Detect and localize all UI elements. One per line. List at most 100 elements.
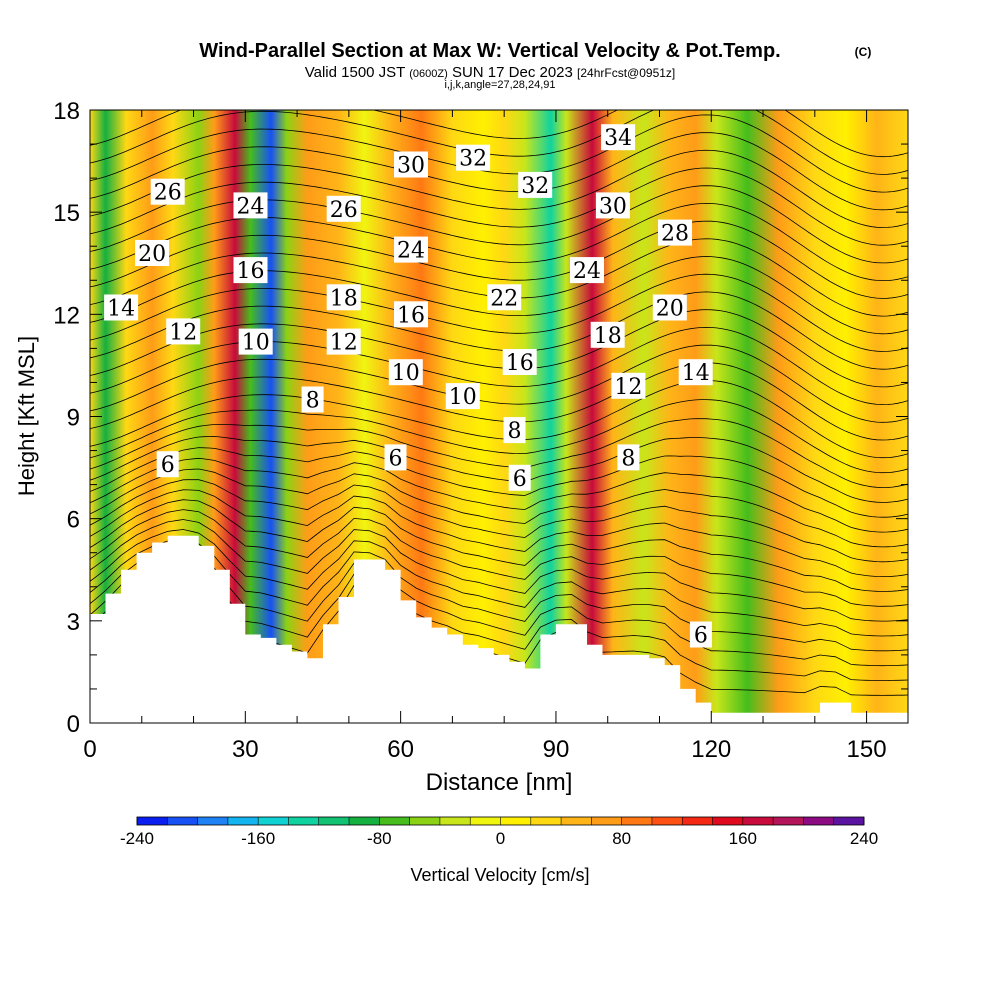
y-axis: 0 3 6 9 12 15 18 (53, 98, 908, 738)
chart-title: Wind-Parallel Section at Max W: Vertical… (199, 40, 780, 62)
contour-label-box (156, 451, 179, 478)
isentrope-line (90, 291, 908, 370)
contour-label-box (388, 359, 423, 386)
isentrope-line (90, 202, 908, 281)
contour-label: 14 (104, 294, 139, 322)
colorbar-tick-label: 240 (850, 829, 878, 848)
colorbar-swatch (349, 817, 380, 825)
contour-label-box (238, 328, 273, 355)
contour-label: 6 (384, 444, 407, 471)
x-axis-label: Distance [nm] (426, 769, 573, 796)
contour-label-text: 6 (161, 453, 175, 478)
contour-label-box (456, 144, 491, 171)
colorbar-swatch (167, 817, 198, 825)
contour-label-box (570, 257, 604, 284)
y-tick-label: 12 (53, 302, 80, 329)
contour-label: 12 (326, 328, 361, 356)
contour-label-text: 24 (397, 239, 425, 264)
contour-label-text: 10 (242, 331, 270, 356)
y-tick-label: 18 (53, 98, 80, 125)
isentrope-line (90, 447, 908, 518)
colorbar-swatch (227, 817, 259, 825)
contour-label-text: 6 (694, 624, 708, 649)
isentrope-line (90, 380, 908, 459)
contour-label: 30 (394, 151, 428, 179)
contour-label: 10 (445, 383, 480, 410)
isentrope-line (90, 220, 908, 299)
colorbar-swatch (197, 817, 229, 825)
contour-label-box (326, 328, 361, 355)
contour-label: 26 (326, 195, 361, 223)
contour-label: 34 (601, 124, 636, 151)
contour-label-box (658, 219, 692, 246)
contour-label-text: 24 (573, 259, 601, 284)
contour-label-text: 8 (306, 389, 320, 414)
isentrope-line (90, 256, 908, 335)
contour-label-box (326, 195, 361, 222)
contour-label-text: 8 (621, 446, 635, 471)
colorbar-swatch (439, 817, 471, 825)
contour-label-box (601, 124, 636, 151)
contour-label-box (104, 294, 139, 321)
contour-label-text: 30 (599, 194, 627, 219)
x-tick-label: 60 (387, 736, 414, 763)
contour-label: 18 (590, 321, 625, 349)
colorbar-swatch (379, 817, 410, 825)
colorbar-swatch (591, 817, 622, 825)
colorbar-tick-label: -80 (367, 829, 392, 848)
contour-label-text: 16 (237, 259, 265, 284)
isentrope-line (90, 435, 908, 503)
isentrope-line (90, 362, 908, 441)
colorbar-swatch (712, 817, 744, 825)
contour-label-box (326, 284, 361, 311)
isentrope-line (90, 114, 908, 193)
x-tick-label: 150 (847, 736, 887, 763)
isentrope-line (90, 418, 908, 488)
isentrope-line (90, 499, 908, 592)
contour-label-text: 22 (490, 286, 518, 311)
contour-labels: 26 24 20 16 14 12 10 8 6 30 32 26 24 18 16 12 10 10 6 32 34 3… (104, 124, 713, 649)
colorbar-tick-label: 0 (496, 829, 505, 848)
isentrope-line (90, 110, 908, 158)
contour-label-text: 28 (661, 222, 689, 247)
x-tick-label: 0 (83, 736, 96, 763)
contour-label-text: 20 (656, 297, 684, 322)
contour-label-box (394, 301, 428, 328)
forecast-info: [24hrFcst@0951z] (577, 66, 675, 80)
contour-label-box (617, 444, 640, 471)
contour-label: 26 (150, 178, 185, 206)
y-tick-label: 3 (67, 609, 80, 636)
valid-utc: (0600Z) (409, 68, 448, 80)
contour-label: 30 (595, 192, 630, 219)
contour-label: 18 (326, 284, 361, 311)
isentrope-line (90, 509, 908, 607)
contour-label-text: 16 (506, 351, 534, 376)
y-tick-label: 15 (53, 200, 80, 227)
contour-label-text: 32 (459, 147, 487, 172)
colorbar-swatch (742, 817, 774, 825)
colorbar-tick-label: -160 (241, 829, 275, 848)
contour-label-box (166, 318, 201, 345)
colorbar-label: Vertical Velocity [cm/s] (410, 865, 589, 885)
isentrope-line (90, 519, 908, 622)
contour-label-box (150, 178, 185, 205)
contour-label: 20 (652, 294, 687, 322)
colorbar-swatch (500, 817, 532, 825)
contour-label: 24 (570, 257, 604, 284)
contour-label-box (689, 621, 712, 648)
contour-label-text: 8 (508, 419, 522, 444)
contour-label: 6 (689, 621, 712, 649)
colorbar-tick-label: 80 (612, 829, 631, 848)
contour-label-box (611, 372, 646, 399)
valid-time-subtitle: Valid 1500 JST (0600Z) SUN 17 Dec 2023 [… (305, 64, 676, 81)
potential-temperature-contours (90, 110, 908, 696)
contour-label-box (301, 386, 324, 413)
contour-label-text: 14 (682, 361, 710, 386)
isentrope-line (90, 273, 908, 352)
isentrope-line (90, 468, 908, 548)
contour-label: 32 (518, 171, 553, 199)
contour-label-text: 18 (330, 286, 358, 311)
contour-label: 8 (617, 444, 640, 471)
contour-label: 28 (658, 219, 692, 247)
isentrope-line (90, 167, 908, 246)
